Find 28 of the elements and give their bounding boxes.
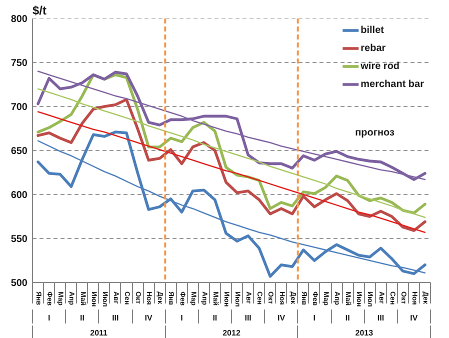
y-tick-label: 600	[10, 190, 28, 201]
text: I	[313, 314, 316, 322]
text: II	[345, 314, 350, 322]
text: 2013	[355, 328, 374, 338]
text: III	[377, 314, 384, 322]
legend-label: wire rod	[360, 60, 400, 72]
text: II	[212, 314, 218, 322]
text: I	[48, 314, 50, 322]
text: IV	[410, 314, 418, 322]
text: I	[180, 314, 183, 322]
y-tick-label: 650	[10, 146, 28, 157]
y-tick-label: 500	[10, 278, 28, 289]
text: 2012	[222, 328, 241, 338]
y-tick-label: 550	[10, 234, 28, 245]
text: IV	[277, 314, 286, 322]
y-tick-label: 750	[10, 58, 28, 69]
text: III	[112, 314, 119, 322]
text: 2011	[90, 328, 108, 338]
annotation: прогноз	[355, 127, 395, 138]
text: III	[244, 314, 252, 322]
legend-label: billet	[360, 24, 384, 36]
text: II	[80, 314, 84, 322]
legend-label: rebar	[360, 42, 386, 54]
legend-label: merchant bar	[360, 78, 424, 90]
text: IV	[144, 314, 154, 322]
y-tick-label: 800	[10, 14, 28, 25]
y-tick-label: 700	[10, 102, 28, 113]
y-axis-title: $/t	[32, 4, 47, 18]
